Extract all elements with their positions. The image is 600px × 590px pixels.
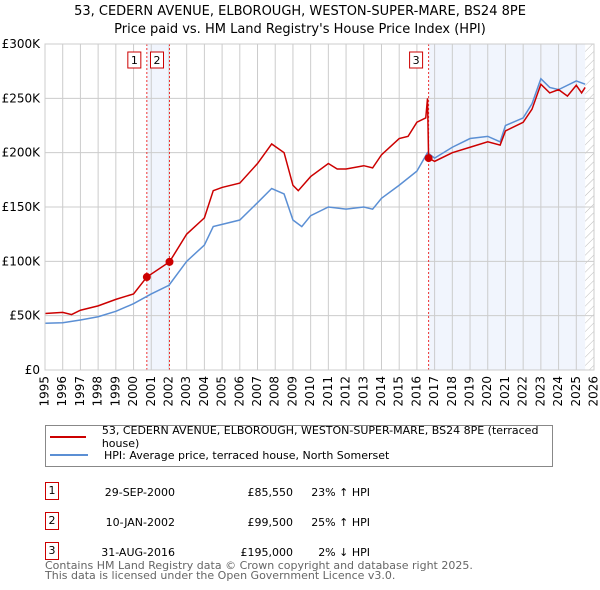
sale-date: 31-AUG-2016	[101, 546, 175, 559]
legend-swatch-blue	[50, 454, 88, 456]
x-tick-label: 2000	[126, 376, 140, 407]
y-tick-label: £250K	[2, 91, 42, 105]
x-tick-label: 1995	[38, 376, 52, 407]
property-line	[44, 82, 586, 316]
y-tick-label: £100K	[2, 254, 42, 268]
x-tick-label: 1997	[73, 376, 87, 407]
sale-label-box	[409, 51, 424, 69]
y-tick-label: £200K	[2, 146, 42, 160]
sale-date: 10-JAN-2002	[105, 516, 175, 529]
sale-number: 3	[45, 542, 59, 560]
sale-price: £195,000	[240, 546, 294, 559]
x-tick-label: 1998	[91, 376, 105, 407]
x-tick-label: 2017	[427, 376, 441, 407]
legend-label: HPI: Average price, terraced house, Nort…	[104, 448, 390, 462]
x-tick-label: 2023	[533, 376, 547, 407]
legend-item-property: 53, CEDERN AVENUE, ELBOROUGH, WESTON-SUP…	[46, 424, 552, 450]
legend-label: 53, CEDERN AVENUE, ELBOROUGH, WESTON-SUP…	[101, 424, 539, 450]
x-tick-label: 2016	[409, 376, 423, 407]
legend: 53, CEDERN AVENUE, ELBOROUGH, WESTON-SUP…	[45, 424, 553, 467]
sale-price: £85,550	[247, 486, 294, 499]
x-tick-label: 2004	[197, 376, 211, 407]
sale-date: 29-SEP-2000	[104, 486, 175, 499]
y-tick-label: £300K	[2, 37, 42, 51]
footer: Contains HM Land Registry data © Crown c…	[45, 559, 473, 582]
sale-label: 3	[413, 54, 420, 67]
x-tick-label: 2006	[232, 376, 246, 407]
chart-title: 53, CEDERN AVENUE, ELBOROUGH, WESTON-SUP…	[74, 4, 526, 19]
x-tick-label: 2012	[339, 376, 353, 407]
sale-hpi-diff: 23% ↑ HPI	[311, 486, 370, 499]
footer-line: This data is licensed under the Open Gov…	[45, 569, 396, 582]
footer-line: Contains HM Land Registry data © Crown c…	[45, 559, 473, 572]
price-chart: 1995 1996 1997 1998 1999 2000 2001 2002 2003 2004…	[2, 37, 600, 407]
x-tick-label: 2003	[179, 376, 193, 407]
x-tick-label: 2011	[321, 376, 335, 407]
sale-number: 1	[45, 482, 59, 500]
x-tick-label: 1999	[108, 376, 122, 407]
sale-price: £99,500	[247, 516, 294, 529]
legend-swatch-red	[50, 436, 86, 438]
sale-point	[424, 154, 433, 163]
x-tick-label: 2002	[161, 376, 175, 407]
sale-label-box	[149, 51, 164, 69]
x-tick-label: 2021	[498, 376, 512, 407]
x-tick-label: 2018	[445, 376, 459, 407]
chart-subtitle: Price paid vs. HM Land Registry's House …	[114, 22, 486, 37]
sale-label: 2	[153, 54, 160, 67]
x-tick-label: 2013	[356, 376, 370, 407]
x-tick-label: 2001	[144, 376, 158, 407]
x-tick-label: 2007	[250, 376, 264, 407]
x-tick-label: 2024	[551, 376, 565, 407]
sale-hpi-diff: 2% ↓ HPI	[318, 546, 370, 559]
x-tick-label: 2005	[215, 376, 229, 407]
x-tick-label: 2014	[374, 376, 388, 407]
x-tick-label: 2009	[285, 376, 299, 407]
y-tick-label: £150K	[2, 200, 42, 214]
sale-label-box	[127, 51, 142, 69]
sale-point	[165, 257, 174, 266]
sale-hpi-diff: 25% ↑ HPI	[311, 516, 370, 529]
x-tick-label: 2026	[587, 376, 600, 407]
hpi-line	[44, 77, 586, 325]
x-tick-label: 2015	[392, 376, 406, 407]
plot-frame	[44, 43, 595, 371]
x-tick-label: 2010	[303, 376, 317, 407]
x-tick-label: 2025	[569, 376, 583, 407]
x-tick-label: 2019	[463, 376, 477, 407]
sale-point	[142, 273, 151, 282]
x-tick-label: 2008	[268, 376, 282, 407]
sale-number: 2	[45, 512, 59, 530]
y-tick-label: £50K	[9, 309, 41, 323]
legend-item-hpi: HPI: Average price, terraced house, Nort…	[46, 447, 389, 463]
x-tick-label: 2020	[480, 376, 494, 407]
x-tick-label: 1996	[55, 376, 69, 407]
y-tick-label: £0	[25, 363, 40, 377]
sale-label: 1	[131, 54, 138, 67]
x-tick-label: 2022	[516, 376, 530, 407]
